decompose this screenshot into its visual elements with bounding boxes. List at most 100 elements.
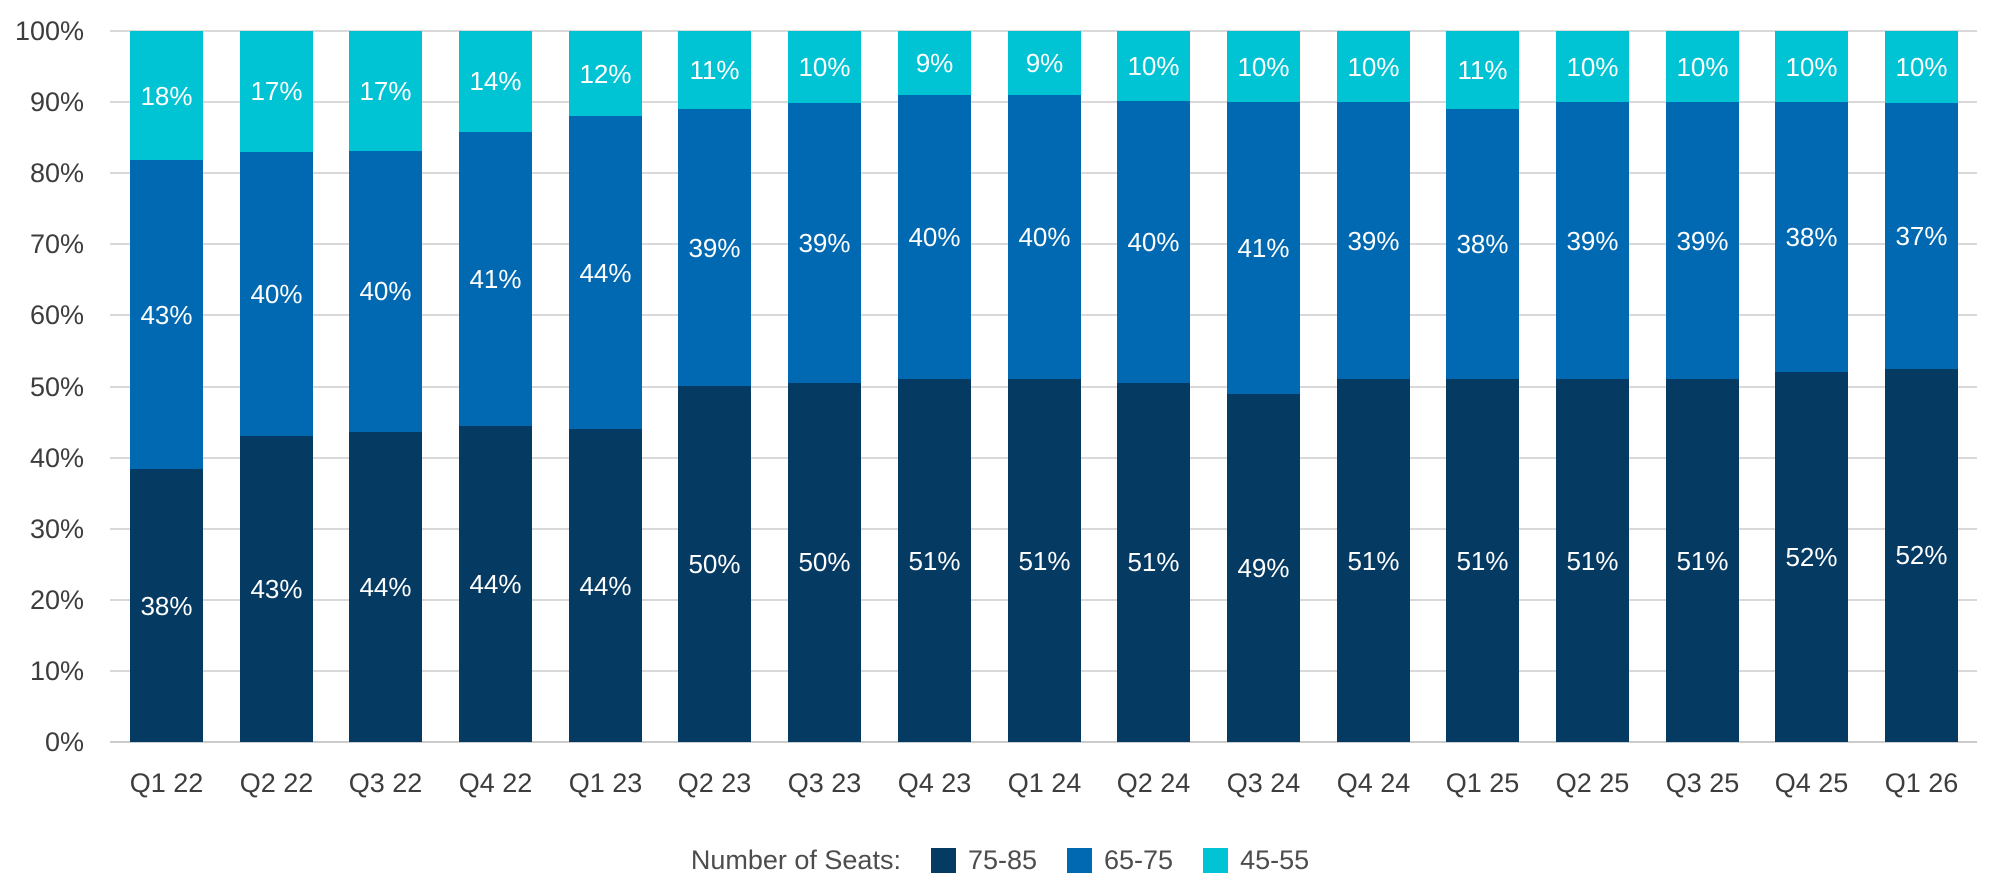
bar-segment-65-75: 39% xyxy=(1666,102,1739,380)
bar-q4-22: 14% 41% 44% xyxy=(459,31,532,742)
bar-segment-label: 40% xyxy=(250,279,303,310)
bar-segment-45-55: 18% xyxy=(130,31,203,161)
bar-segment-label: 12% xyxy=(579,58,632,89)
bar-segment-label: 39% xyxy=(688,232,741,263)
bar-segment-65-75: 40% xyxy=(898,94,971,380)
bar-segment-65-75: 43% xyxy=(130,160,203,470)
bar-segment-75-85: 51% xyxy=(1117,382,1190,742)
bar-q1-24: 9% 40% 51% xyxy=(1008,31,1081,742)
bar-q3-22: 17% 40% 44% xyxy=(349,31,422,742)
bar-q2-23: 11% 39% 50% xyxy=(678,31,751,742)
legend-title: Number of Seats: xyxy=(690,845,901,875)
bar-segment-75-85: 51% xyxy=(1446,379,1519,742)
bar-segment-label: 52% xyxy=(1785,542,1838,573)
y-axis-tick-label: 20% xyxy=(29,585,84,615)
bar-segment-label: 41% xyxy=(469,263,522,294)
y-axis-tick-label: 80% xyxy=(29,158,84,188)
bar-segment-75-85: 44% xyxy=(569,429,642,742)
x-axis-label: Q2 23 xyxy=(677,768,752,798)
bar-segment-65-75: 39% xyxy=(678,109,751,387)
bar-segment-65-75: 40% xyxy=(240,151,313,437)
legend-item-75-85: 75-85 xyxy=(930,843,1038,877)
bar-segment-65-75: 40% xyxy=(349,150,422,433)
x-axis-label: Q2 22 xyxy=(239,768,314,798)
bar-segment-label: 10% xyxy=(1676,51,1729,82)
bar-segment-label: 10% xyxy=(1127,51,1180,82)
y-axis-tick-label: 50% xyxy=(29,372,84,402)
x-axis-label: Q4 23 xyxy=(897,768,972,798)
bar-segment-label: 40% xyxy=(908,222,961,253)
legend-item-label: 65-75 xyxy=(1104,845,1174,875)
bar-segment-45-55: 10% xyxy=(1556,31,1629,103)
x-axis-label: Q1 26 xyxy=(1884,768,1959,798)
legend-item-65-75: 65-75 xyxy=(1067,843,1173,877)
bar-segment-75-85: 50% xyxy=(678,386,751,742)
bar-segment-label: 51% xyxy=(1347,545,1400,576)
bar-segment-label: 43% xyxy=(140,299,193,330)
bar-segment-label: 11% xyxy=(1457,55,1508,86)
bar-segment-label: 38% xyxy=(1785,222,1838,253)
bar-segment-45-55: 12% xyxy=(569,31,642,117)
bar-segment-label: 40% xyxy=(359,276,412,307)
x-axis-label: Q4 25 xyxy=(1774,768,1849,798)
legend: Number of Seats: 75-85 65-75 45-55 xyxy=(0,843,2000,877)
bar-segment-label: 40% xyxy=(1018,222,1071,253)
bar-segment-label: 44% xyxy=(469,568,522,599)
bar-segment-label: 41% xyxy=(1237,232,1290,263)
bar-segment-label: 51% xyxy=(1676,545,1729,576)
bar-segment-65-75: 39% xyxy=(1337,102,1410,380)
bar-segment-65-75: 41% xyxy=(459,131,532,426)
bar-segment-45-55: 17% xyxy=(240,31,313,152)
bar-segment-label: 44% xyxy=(579,570,632,601)
bar-segment-label: 38% xyxy=(140,590,193,621)
bar-q2-25: 10% 39% 51% xyxy=(1556,31,1629,742)
bar-segment-label: 9% xyxy=(915,47,954,78)
legend-item-label: 45-55 xyxy=(1240,845,1310,875)
bar-segment-label: 39% xyxy=(798,227,851,258)
bar-segment-label: 9% xyxy=(1025,47,1064,78)
bar-q1-23: 12% 44% 44% xyxy=(569,31,642,742)
x-axis-label: Q2 24 xyxy=(1116,768,1191,798)
bar-segment-45-55: 17% xyxy=(349,31,422,151)
bar-segment-45-55: 10% xyxy=(1337,31,1410,103)
bar-segment-45-55: 14% xyxy=(459,31,532,132)
bar-segment-label: 11% xyxy=(689,55,740,86)
bar-segment-label: 51% xyxy=(1018,545,1071,576)
bar-q4-25: 10% 38% 52% xyxy=(1775,31,1848,742)
bar-q4-24: 10% 39% 51% xyxy=(1337,31,1410,742)
bar-segment-label: 44% xyxy=(579,257,632,288)
x-axis-label: Q3 22 xyxy=(348,768,423,798)
x-axis-label: Q3 23 xyxy=(787,768,862,798)
bar-segment-75-85: 52% xyxy=(1885,368,1958,742)
legend-swatch-65-75 xyxy=(1067,847,1093,873)
x-axis-label: Q1 25 xyxy=(1445,768,1520,798)
bar-segment-65-75: 38% xyxy=(1446,109,1519,380)
bar-segment-label: 38% xyxy=(1456,229,1509,260)
bar-segment-75-85: 52% xyxy=(1775,372,1848,742)
bar-segment-45-55: 9% xyxy=(1008,31,1081,95)
bar-q2-24: 10% 40% 51% xyxy=(1117,31,1190,742)
bar-segment-label: 10% xyxy=(798,51,851,82)
bar-segment-75-85: 44% xyxy=(349,432,422,742)
x-axis-line xyxy=(110,741,1977,743)
bar-segment-75-85: 49% xyxy=(1227,393,1300,742)
bar-segment-45-55: 11% xyxy=(678,31,751,110)
bar-segment-label: 50% xyxy=(798,547,851,578)
y-axis-tick-label: 30% xyxy=(29,514,84,544)
bar-segment-65-75: 40% xyxy=(1008,94,1081,380)
bar-segment-75-85: 51% xyxy=(898,379,971,742)
legend-swatch-45-55 xyxy=(1203,847,1229,873)
bar-segment-75-85: 43% xyxy=(240,436,313,742)
y-axis-tick-label: 0% xyxy=(44,727,84,757)
bar-q1-26: 10% 37% 52% xyxy=(1885,31,1958,742)
bar-segment-label: 10% xyxy=(1237,51,1290,82)
bar-segment-65-75: 39% xyxy=(1556,102,1629,380)
y-axis-tick-label: 60% xyxy=(29,300,84,330)
legend-item-label: 75-85 xyxy=(967,845,1038,875)
bar-segment-75-85: 50% xyxy=(788,382,861,742)
bar-segment-label: 17% xyxy=(250,76,303,107)
bar-segment-label: 50% xyxy=(688,549,741,580)
bar-segment-label: 18% xyxy=(140,80,193,111)
bar-q3-23: 10% 39% 50% xyxy=(788,31,861,742)
